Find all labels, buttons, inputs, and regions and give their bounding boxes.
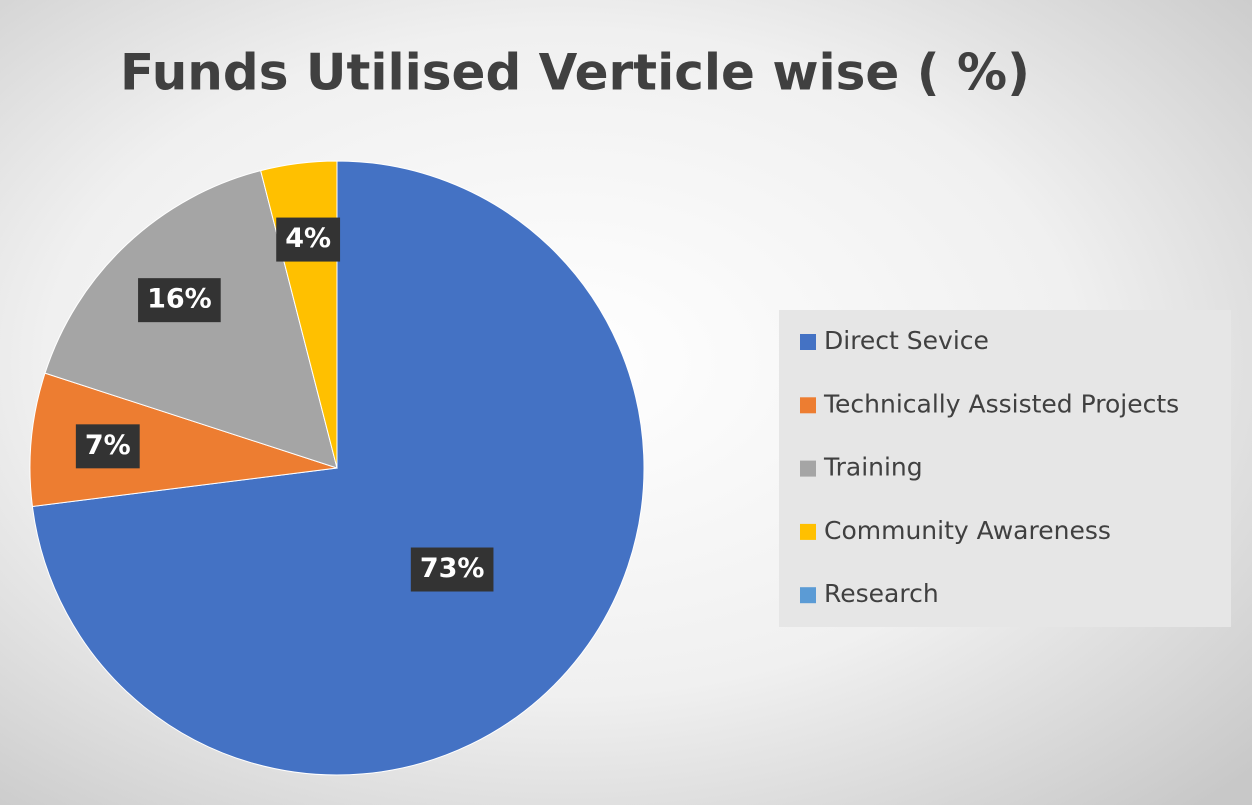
data-label: 16% [147,284,212,315]
data-label-group: 73% [410,547,494,592]
legend-label: Technically Assisted Projects [823,389,1179,418]
pie-slice [31,160,645,776]
legend-marker [800,397,816,414]
data-label-box [75,424,140,469]
legend-label: Research [824,579,939,608]
data-label-box [410,547,494,592]
legend-box [779,310,1231,627]
legend-label: Direct Sevice [824,326,989,355]
data-label: 4% [285,223,331,254]
legend-marker [800,460,816,477]
legend-marker [800,523,816,540]
data-label-group: 16% [138,278,221,323]
data-label: 73% [420,553,485,584]
pie-slice [29,372,338,508]
legend-marker [800,587,816,604]
chart-title: Funds Utilised Verticle wise ( %) [120,44,1030,102]
legend-label: Community Awareness [824,516,1111,545]
legend-label: Training [823,453,923,482]
data-label-group: 7% [75,424,140,469]
data-label-box [138,278,221,323]
data-label-group: 4% [276,217,341,262]
data-label: 7% [85,430,131,461]
legend-marker [800,334,816,350]
data-label-box [276,217,341,262]
